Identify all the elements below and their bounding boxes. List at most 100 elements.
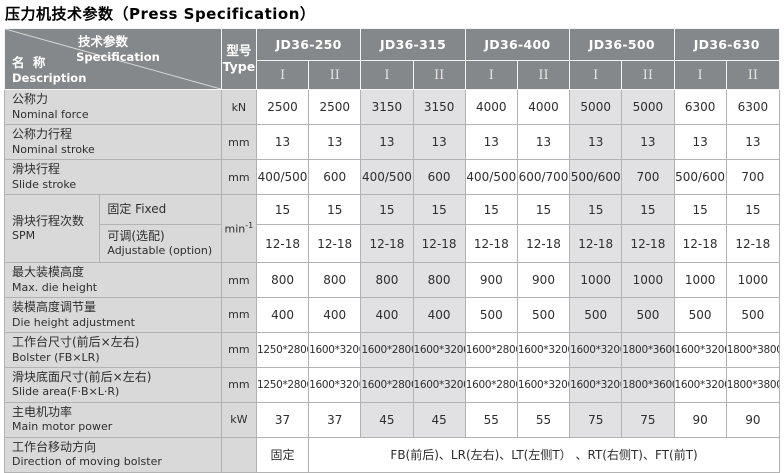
value-cell: 500 (516, 297, 571, 333)
row-label: 工作台尺寸(前后×左右) Bolster (FB×LR) (4, 331, 222, 368)
row-label-en: Main motor power (12, 420, 113, 434)
row-spm-adjustable: 可调(选配) Adjustable (option) 12-18 12-18 1… (5, 224, 781, 263)
value-cell: 6300 (725, 89, 781, 125)
value-cell: 1600*2800 (360, 366, 414, 403)
value-cell: 15 (516, 194, 571, 225)
row-die-height-adjustment: 装模高度调节量 Die height adjustment mm 400 400… (4, 297, 781, 333)
value-cell: 13 (464, 124, 518, 160)
value-cell: 12-18 (464, 224, 518, 263)
spm-adjustable-label-cn: 可调(选配) (107, 228, 165, 243)
row-label: 滑块行程次数 SPM (3, 194, 101, 263)
row-label-cn: 工作台移动方向 (12, 439, 97, 454)
model-header-jd36-400: JD36-400 (464, 28, 571, 61)
row-label-en: Direction of moving bolster (12, 455, 162, 469)
value-cell: 90 (725, 401, 781, 438)
value-cell: 1800*3800 (725, 366, 781, 403)
value-cell: 1800*3600 (621, 366, 675, 403)
header-description-label-cn: 名 称 (12, 55, 48, 70)
unit-cell: kN (220, 89, 257, 125)
value-cell: 6300 (673, 89, 727, 125)
row-label-en: Slide stroke (12, 177, 77, 191)
value-cell: 500/600 (569, 159, 623, 195)
row-label-cn: 装模高度调节量 (12, 300, 97, 314)
value-cell: 37 (255, 401, 310, 438)
value-cell: 1600*3200 (516, 366, 571, 403)
value-cell: 1800*3600 (621, 331, 675, 368)
row-label-cn: 公称力 (12, 92, 49, 107)
variant-header: II (412, 60, 466, 90)
row-bolster-size: 工作台尺寸(前后×左右) Bolster (FB×LR) mm 1250*280… (4, 331, 781, 368)
value-cell: 800 (360, 262, 414, 298)
value-cell: 45 (412, 401, 466, 438)
value-cell: 13 (412, 124, 466, 160)
row-slide-stroke: 滑块行程 Slide stroke mm 400/500 600 400/500… (4, 159, 781, 195)
variant-header: I (464, 60, 518, 90)
row-main-motor-power: 主电机功率 Main motor power kW 37 37 45 45 55… (4, 401, 781, 438)
diagonal-header-cell: 技术参数 Specification 名 称 Description (4, 28, 222, 90)
row-label-cn: 滑块行程次数 (12, 213, 85, 228)
diagonal-line (5, 29, 221, 89)
variant-header: II (621, 60, 675, 90)
row-nominal-force: 公称力 Nominal force kN 2500 2500 3150 3150… (4, 89, 781, 125)
value-cell: 55 (464, 401, 518, 438)
value-cell: 1600*3200 (673, 366, 727, 403)
value-cell: 800 (412, 262, 466, 298)
model-header-jd36-315: JD36-315 (360, 28, 466, 61)
unit-cell: mm (220, 366, 257, 403)
value-cell: 15 (308, 194, 362, 225)
value-cell: 500/600 (673, 159, 727, 195)
value-cell: 500 (673, 297, 727, 333)
value-cell: 1600*3200 (569, 366, 623, 403)
value-cell: 45 (360, 401, 414, 438)
value-cell: 4000 (464, 89, 518, 125)
value-cell: 1800*3800 (725, 331, 781, 368)
value-cell: 12-18 (725, 224, 781, 263)
header-type-cell: 型号 Type (220, 28, 257, 90)
value-cell: 1600*3200 (412, 331, 466, 368)
value-cell: 3150 (360, 89, 414, 125)
value-cell: 13 (516, 124, 571, 160)
value-cell: 400/500 (464, 159, 518, 195)
value-cell: 500 (569, 297, 623, 333)
value-cell: 500 (464, 297, 518, 333)
value-cell: 5000 (569, 89, 623, 125)
value-cell: 12-18 (255, 224, 310, 263)
row-spm-fixed: 滑块行程次数 SPM 固定 Fixed min-1 15 15 15 15 15… (3, 194, 781, 263)
header-spec-label-cn: 技术参数 (77, 34, 128, 49)
value-cell: 400 (255, 297, 310, 333)
row-label-en: Nominal stroke (12, 142, 95, 156)
value-cell: 1000 (569, 262, 623, 298)
value-cell: 1600*2800 (360, 331, 414, 368)
value-cell: 1250*2800 (255, 366, 310, 403)
row-nominal-stroke: 公称力行程 Nominal stroke mm 13 13 13 13 13 1… (4, 124, 781, 160)
variant-header: I (360, 60, 414, 90)
unit-cell: mm (220, 124, 257, 160)
row-label-en: Max. die height (12, 280, 98, 294)
row-label-en: Slide area(F·B×L·R) (12, 385, 120, 399)
value-cell: 600 (412, 159, 466, 195)
row-label: 公称力行程 Nominal stroke (4, 124, 222, 160)
value-cell: 90 (673, 401, 727, 438)
unit-cell-empty (220, 436, 257, 473)
header-description-label: 名 称 Description (12, 55, 86, 85)
value-cell: 12-18 (673, 224, 727, 263)
value-cell: 1600*2800 (464, 331, 518, 368)
value-cell: 1600*2800 (464, 366, 518, 403)
direction-fixed-cell: 固定 (255, 436, 310, 473)
value-cell: 800 (308, 262, 362, 298)
row-label: 滑块行程 Slide stroke (4, 159, 222, 195)
spm-adjustable-label-en: Adjustable (option) (107, 244, 213, 258)
value-cell: 13 (569, 124, 623, 160)
row-label: 主电机功率 Main motor power (4, 401, 222, 438)
header-spec-label-en: Specification (76, 49, 160, 64)
direction-options-cell: FB(前后)、LR(左右)、LT(左侧T） 、RT(右侧T)、FT(前T) (308, 436, 780, 473)
value-cell: 700 (621, 159, 675, 195)
value-cell: 400 (308, 297, 362, 333)
value-cell: 15 (255, 194, 310, 225)
unit-cell: min-1 (220, 194, 257, 263)
value-cell: 1600*3200 (569, 331, 623, 368)
model-header-jd36-630: JD36-630 (673, 28, 780, 61)
spm-fixed-label: 固定 Fixed (99, 194, 222, 225)
value-cell: 12-18 (569, 224, 623, 263)
variant-header: II (308, 60, 362, 90)
